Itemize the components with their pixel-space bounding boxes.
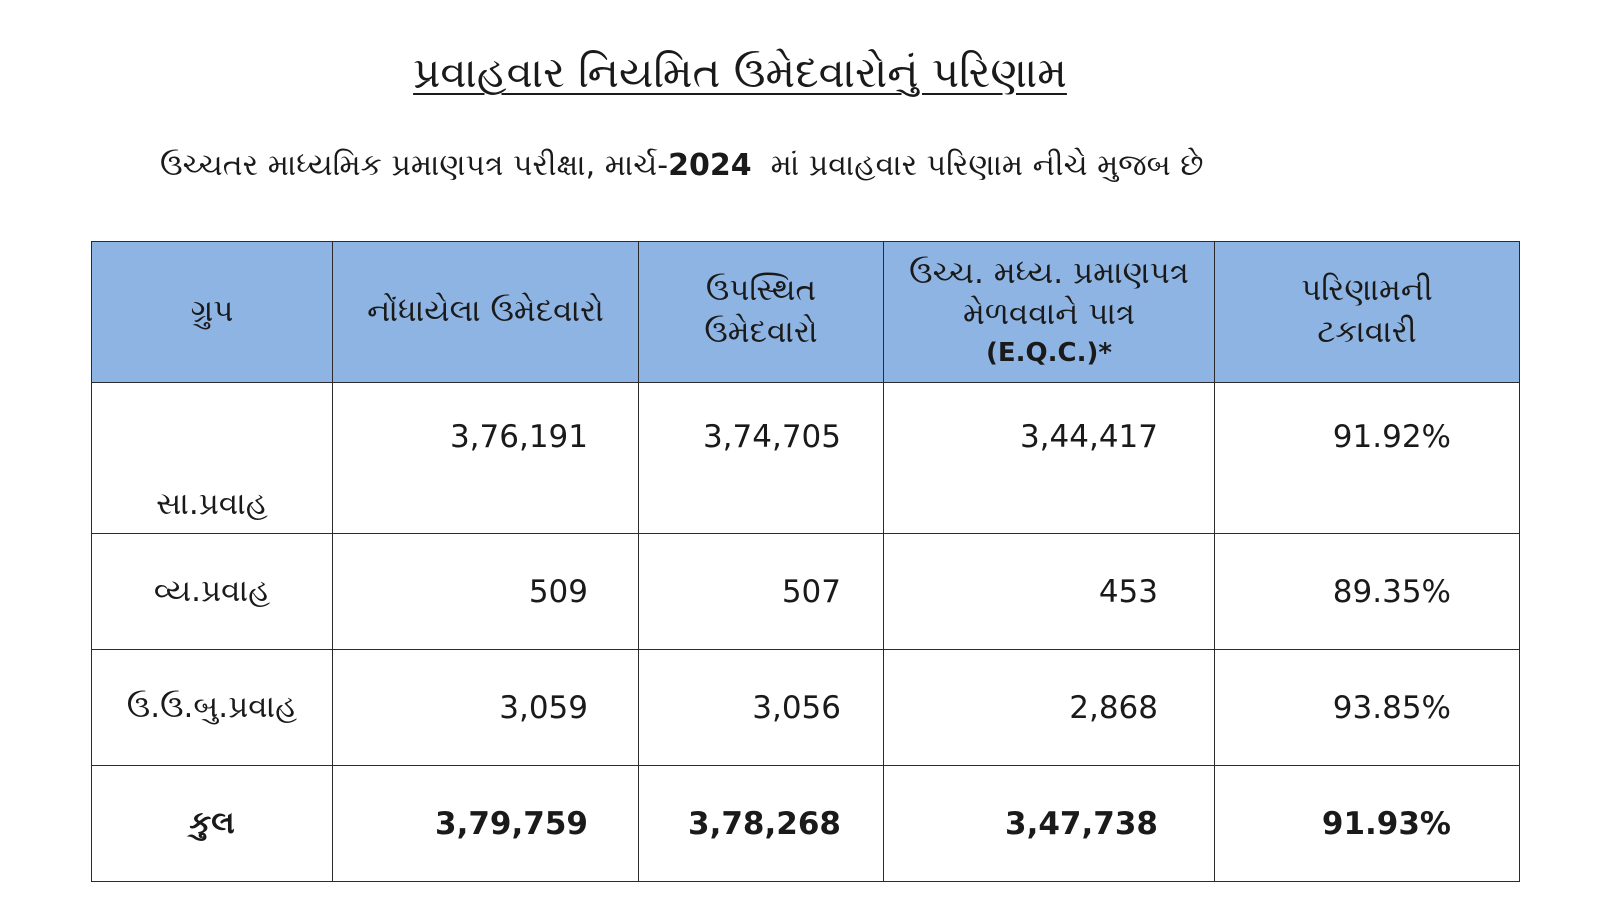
table-row: ઉ.ઉ.બુ.પ્રવાહ 3,059 3,056 2,868 93.85% <box>91 649 1520 766</box>
subtitle-prefix: ઉચ્ચતર માધ્યમિક પ્રમાણપત્ર પરીક્ષા, માર્… <box>160 148 669 183</box>
header-group: ગ્રુપ <box>91 241 333 383</box>
cell-registered: 3,76,191 <box>332 382 639 534</box>
cell-group: સા.પ્રવાહ <box>91 382 333 534</box>
table-row: સા.પ્રવાહ 3,76,191 3,74,705 3,44,417 91.… <box>91 382 1520 534</box>
table-header-row: ગ્રુપ નોંધાયેલા ઉમેદવારો ઉપસ્થિત ઉમેદવાર… <box>91 241 1520 383</box>
table-row: વ્ય.પ્રવાહ 509 507 453 89.35% <box>91 533 1520 650</box>
header-eqc-note: (E.Q.C.)* <box>986 338 1112 369</box>
results-table: ગ્રુપ નોંધાયેલા ઉમેદવારો ઉપસ્થિત ઉમેદવાર… <box>91 241 1520 882</box>
page-title: પ્રવાહવાર નિયમિત ઉમેદવારોનું પરિણામ <box>413 48 1067 97</box>
cell-group: વ્ય.પ્રવાહ <box>91 533 333 650</box>
cell-percent: 93.85% <box>1214 649 1520 766</box>
cell-group: ઉ.ઉ.બુ.પ્રવાહ <box>91 649 333 766</box>
cell-registered: 3,059 <box>332 649 639 766</box>
cell-eligible: 3,44,417 <box>883 382 1215 534</box>
subtitle-year: 2024 <box>668 148 752 183</box>
cell-present: 3,056 <box>638 649 884 766</box>
cell-percent: 91.93% <box>1214 765 1520 882</box>
cell-present: 507 <box>638 533 884 650</box>
page-subtitle: ઉચ્ચતર માધ્યમિક પ્રમાણપત્ર પરીક્ષા, માર્… <box>160 148 1204 183</box>
header-percent: પરિણામની ટકાવારી <box>1214 241 1520 383</box>
subtitle-suffix: માં પ્રવાહવાર પરિણામ નીચે મુજબ છે <box>751 148 1204 183</box>
header-registered: નોંધાયેલા ઉમેદવારો <box>332 241 639 383</box>
header-present: ઉપસ્થિત ઉમેદવારો <box>638 241 884 383</box>
total-row: કુલ 3,79,759 3,78,268 3,47,738 91.93% <box>91 765 1520 882</box>
cell-percent: 91.92% <box>1214 382 1520 534</box>
cell-registered: 3,79,759 <box>332 765 639 882</box>
header-eligible: ઉચ્ચ. મધ્ય. પ્રમાણપત્ર મેળવવાને પાત્ર (E… <box>883 241 1215 383</box>
cell-eligible: 2,868 <box>883 649 1215 766</box>
cell-eligible: 3,47,738 <box>883 765 1215 882</box>
cell-registered: 509 <box>332 533 639 650</box>
cell-present: 3,74,705 <box>638 382 884 534</box>
cell-eligible: 453 <box>883 533 1215 650</box>
cell-percent: 89.35% <box>1214 533 1520 650</box>
cell-present: 3,78,268 <box>638 765 884 882</box>
cell-group: કુલ <box>91 765 333 882</box>
